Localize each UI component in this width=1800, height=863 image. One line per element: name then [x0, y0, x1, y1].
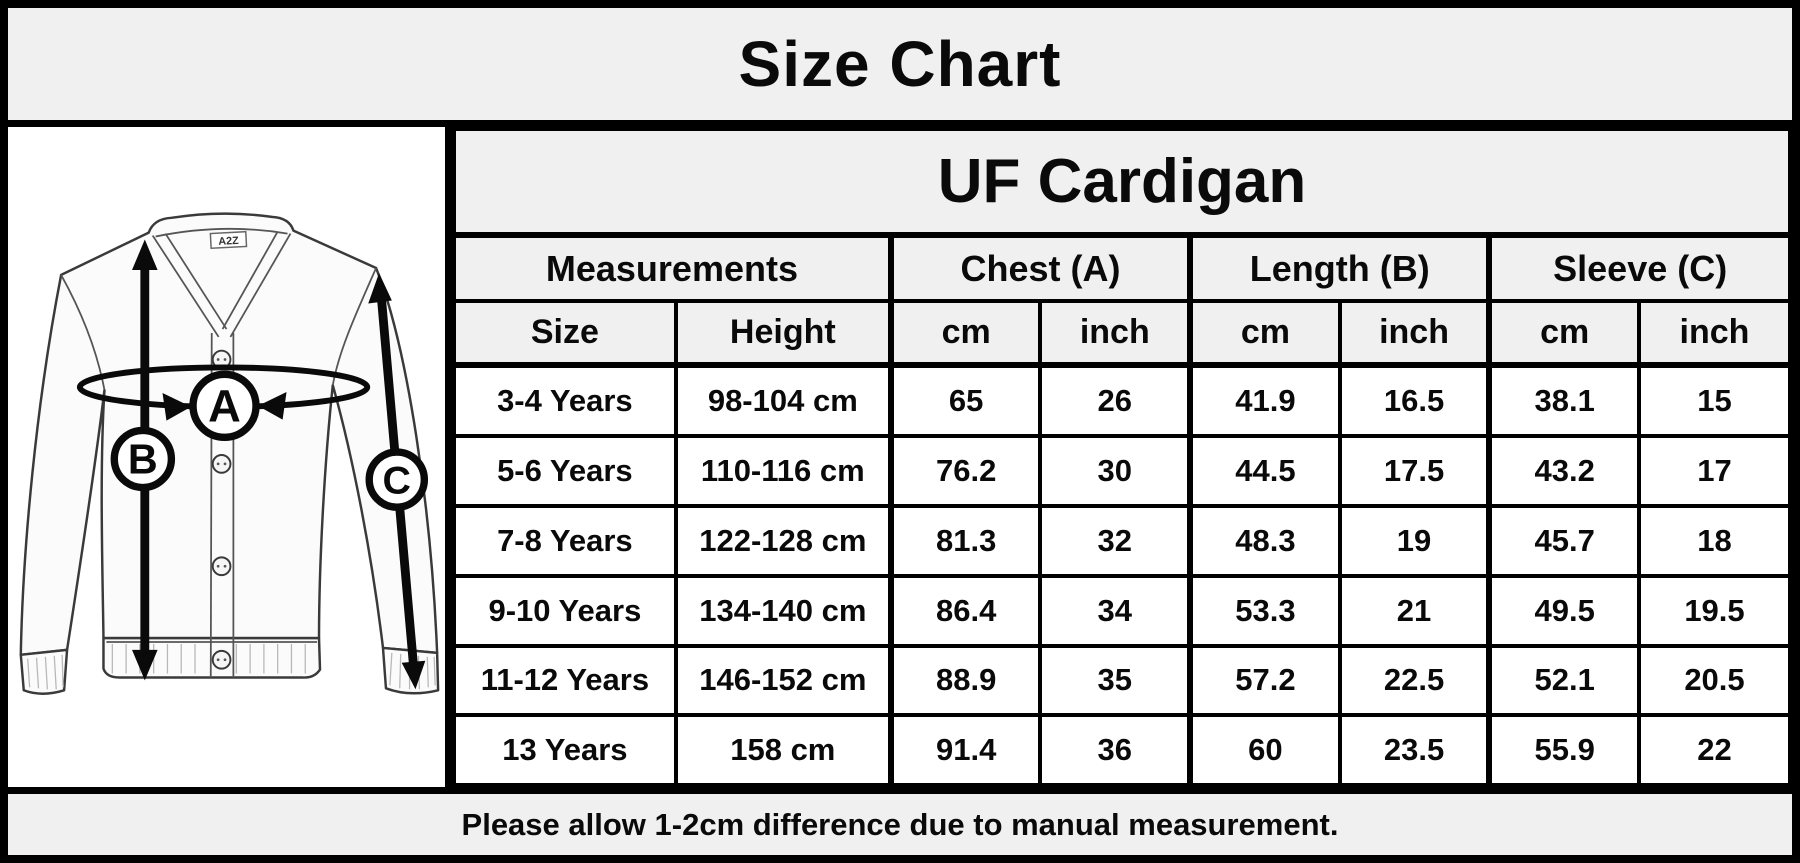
cell-length-inch: 23.5	[1337, 713, 1492, 787]
cell-sleeve-cm: 55.9	[1486, 713, 1641, 787]
header-length-cm: cm	[1187, 299, 1342, 368]
circle-b-label: B	[128, 437, 158, 483]
cell-sleeve-inch: 19.5	[1636, 573, 1793, 648]
content-area: A2Z	[8, 127, 1793, 787]
cell-sleeve-inch: 20.5	[1636, 643, 1793, 718]
circle-a	[189, 370, 260, 442]
sub-header-row: Size Height cm inch cm inch cm inch	[452, 299, 1793, 368]
cardigan-illustration-panel: A2Z	[8, 127, 452, 787]
cell-length-inch: 17.5	[1337, 434, 1492, 509]
table-row: 7-8 Years 122-128 cm 81.3 32 48.3 19 45.…	[452, 504, 1793, 578]
title-bar: Size Chart	[8, 8, 1792, 127]
cell-size: 3-4 Years	[452, 362, 678, 439]
table-row: 11-12 Years 146-152 cm 88.9 35 57.2 22.5…	[452, 643, 1793, 718]
cell-chest-inch: 30	[1038, 434, 1193, 509]
cell-chest-cm: 91.4	[887, 713, 1043, 787]
cell-sleeve-cm: 43.2	[1486, 434, 1641, 509]
header-height: Height	[673, 299, 893, 368]
cell-length-cm: 60	[1187, 713, 1342, 787]
footer-bar: Please allow 1-2cm difference due to man…	[8, 787, 1792, 855]
cell-sleeve-cm: 38.1	[1486, 362, 1641, 439]
cell-sleeve-inch: 17	[1636, 434, 1793, 509]
cell-length-inch: 16.5	[1337, 362, 1492, 439]
cardigan-measurement-diagram: A2Z	[19, 212, 440, 695]
button-holes	[216, 358, 227, 662]
header-size: Size	[452, 299, 678, 368]
table-title-row: UF Cardigan	[452, 127, 1792, 238]
header-sleeve: Sleeve (C)	[1486, 233, 1792, 303]
hem-band	[102, 636, 322, 679]
cell-chest-inch: 35	[1038, 643, 1193, 718]
circle-b	[110, 426, 176, 492]
table-row: 5-6 Years 110-116 cm 76.2 30 44.5 17.5 4…	[452, 434, 1793, 509]
cell-chest-inch: 32	[1038, 504, 1193, 578]
header-chest-cm: cm	[887, 299, 1043, 368]
cell-sleeve-cm: 45.7	[1486, 504, 1641, 578]
group-header-row: Measurements Chest (A) Length (B) Sleeve…	[452, 233, 1792, 303]
circle-c	[365, 448, 429, 511]
cell-chest-inch: 36	[1038, 713, 1193, 787]
left-cuff	[19, 648, 69, 695]
size-table-panel: UF Cardigan Measurements Chest (A) Lengt…	[452, 127, 1793, 787]
header-measurements: Measurements	[452, 233, 893, 303]
cell-chest-cm: 65	[887, 362, 1043, 439]
cell-length-inch: 19	[1337, 504, 1492, 578]
table-title: UF Cardigan	[452, 127, 1792, 238]
brand-label-text: A2Z	[218, 235, 239, 248]
cell-size: 9-10 Years	[452, 573, 678, 648]
cell-length-cm: 57.2	[1187, 643, 1342, 718]
page-title: Size Chart	[738, 28, 1062, 100]
header-chest: Chest (A)	[887, 233, 1193, 303]
cell-length-cm: 41.9	[1187, 362, 1342, 439]
cell-chest-inch: 34	[1038, 573, 1193, 648]
cell-chest-cm: 81.3	[887, 504, 1043, 578]
cell-sleeve-inch: 18	[1636, 504, 1793, 578]
chest-arrowheads	[162, 392, 287, 421]
cell-height: 134-140 cm	[673, 573, 893, 648]
cell-sleeve-inch: 15	[1636, 362, 1793, 439]
header-sleeve-cm: cm	[1486, 299, 1641, 368]
cell-height: 110-116 cm	[673, 434, 893, 509]
cell-length-cm: 44.5	[1187, 434, 1342, 509]
footer-note: Please allow 1-2cm difference due to man…	[461, 806, 1339, 842]
table-row: 9-10 Years 134-140 cm 86.4 34 53.3 21 49…	[452, 573, 1793, 648]
cell-sleeve-cm: 52.1	[1486, 643, 1641, 718]
cell-chest-cm: 86.4	[887, 573, 1043, 648]
cell-length-cm: 48.3	[1187, 504, 1342, 578]
header-length-inch: inch	[1337, 299, 1492, 368]
measure-circles	[110, 370, 429, 511]
cell-height: 158 cm	[673, 713, 893, 787]
table-row: 13 Years 158 cm 91.4 36 60 23.5 55.9 22	[452, 713, 1793, 787]
cell-height: 122-128 cm	[673, 504, 893, 578]
cell-height: 146-152 cm	[673, 643, 893, 718]
cell-size: 11-12 Years	[452, 643, 678, 718]
cell-sleeve-inch: 22	[1636, 713, 1793, 787]
header-chest-inch: inch	[1038, 299, 1193, 368]
circle-c-label: C	[383, 458, 411, 502]
cell-length-inch: 21	[1337, 573, 1492, 648]
cell-chest-cm: 76.2	[887, 434, 1043, 509]
header-sleeve-inch: inch	[1636, 299, 1793, 368]
cell-sleeve-cm: 49.5	[1486, 573, 1641, 648]
cell-size: 7-8 Years	[452, 504, 678, 578]
table-row: 3-4 Years 98-104 cm 65 26 41.9 16.5 38.1…	[452, 362, 1793, 439]
circle-a-label: A	[208, 381, 241, 432]
cell-height: 98-104 cm	[673, 362, 893, 439]
header-length: Length (B)	[1187, 233, 1492, 303]
buttons	[211, 349, 232, 670]
cell-size: 13 Years	[452, 713, 678, 787]
cell-size: 5-6 Years	[452, 434, 678, 509]
cell-length-inch: 22.5	[1337, 643, 1492, 718]
brand-label: A2Z	[209, 230, 248, 250]
cell-chest-inch: 26	[1038, 362, 1193, 439]
cell-chest-cm: 88.9	[887, 643, 1043, 718]
size-table: UF Cardigan Measurements Chest (A) Lengt…	[452, 127, 1793, 787]
cell-length-cm: 53.3	[1187, 573, 1342, 648]
